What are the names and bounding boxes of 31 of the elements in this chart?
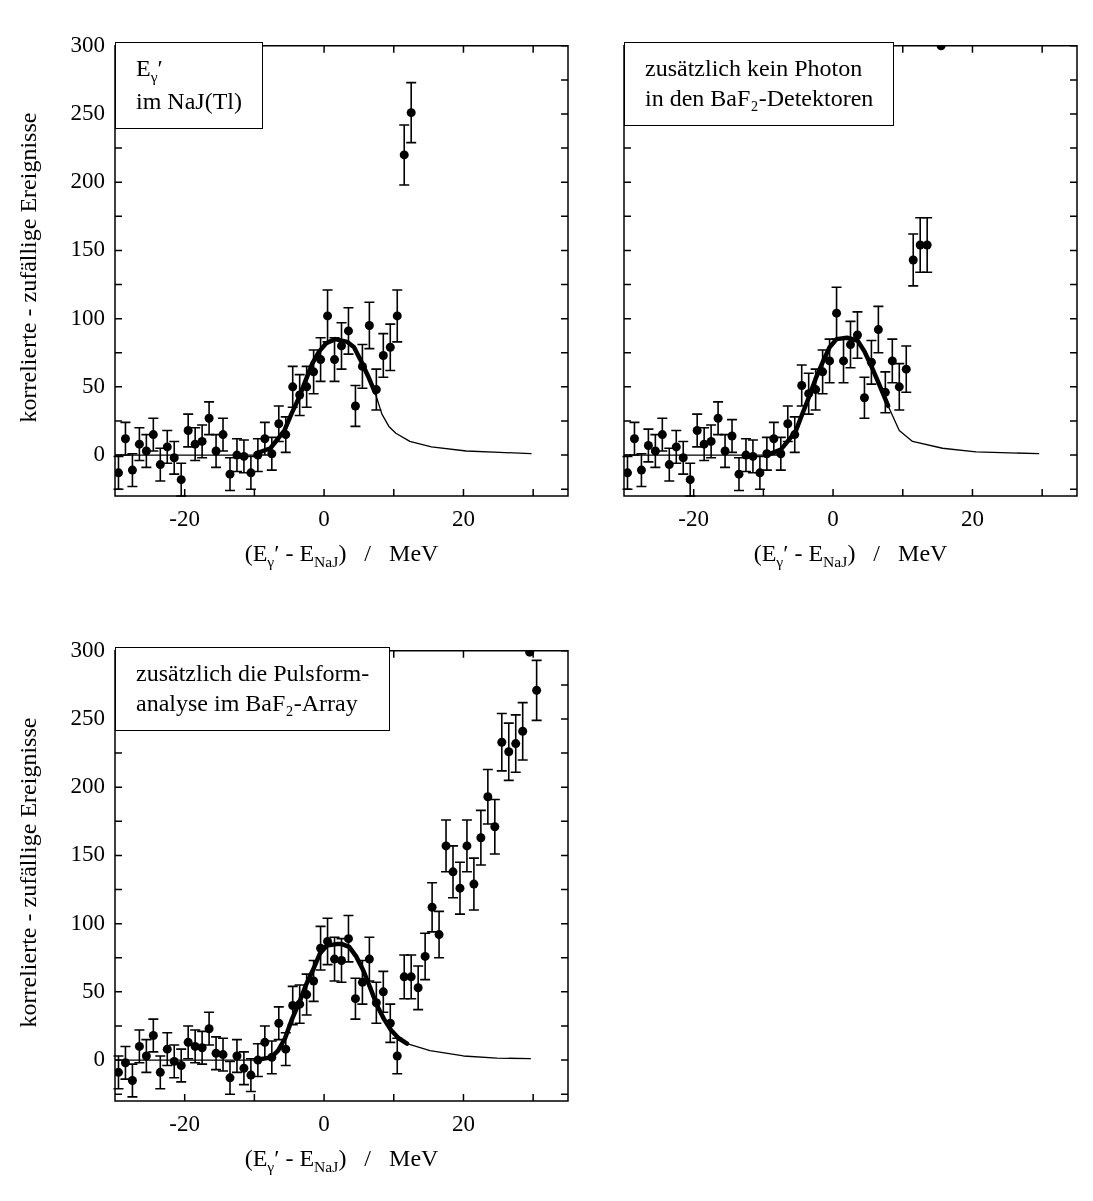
y-tick-label: 300 <box>70 636 105 662</box>
y-tick-label: 250 <box>70 705 105 731</box>
y-tick-label: 50 <box>82 372 105 398</box>
y-tick-label: 200 <box>70 773 105 799</box>
x-tick-label: -20 <box>169 505 201 531</box>
annotation: zusätzlich kein Photon in den BaF₂-Detektoren <box>624 42 895 126</box>
y-tick-label: 200 <box>70 168 105 194</box>
y-tick-label: 50 <box>82 977 105 1003</box>
x-tick-label: 20 <box>960 505 984 531</box>
y-axis-title: korrelierte - zufällige Ereignisse <box>14 716 42 1030</box>
x-tick-label: -20 <box>169 1110 201 1136</box>
x-tick-label: 0 <box>318 1110 330 1136</box>
y-tick-label: 0 <box>93 441 105 467</box>
y-tick-label: 150 <box>70 841 105 867</box>
annotation: zusätzlich die Pulsform- analyse im BaF₂-Array <box>115 647 391 731</box>
x-axis-title: (E$_{γ}$′ - E$_{NaJ}$) / MeV <box>752 540 949 571</box>
x-tick-label: 0 <box>827 505 839 531</box>
annotation: E$_{γ}$′ im NaJ(Tl) <box>115 42 263 130</box>
y-tick-label: 150 <box>70 236 105 262</box>
y-tick-label: 300 <box>70 31 105 57</box>
x-tick-label: 20 <box>451 1110 475 1136</box>
x-tick-label: 20 <box>451 505 475 531</box>
y-tick-label: 100 <box>70 909 105 935</box>
y-axis-title: korrelierte - zufällige Ereignisse <box>14 111 42 425</box>
x-tick-label: -20 <box>678 505 710 531</box>
y-tick-label: 100 <box>70 304 105 330</box>
y-tick-label: 250 <box>70 100 105 126</box>
x-tick-label: 0 <box>318 505 330 531</box>
x-axis-title: (E$_{γ}$′ - E$_{NaJ}$) / MeV <box>243 1145 440 1176</box>
x-axis-title: (E$_{γ}$′ - E$_{NaJ}$) / MeV <box>243 540 440 571</box>
y-tick-label: 0 <box>93 1046 105 1072</box>
